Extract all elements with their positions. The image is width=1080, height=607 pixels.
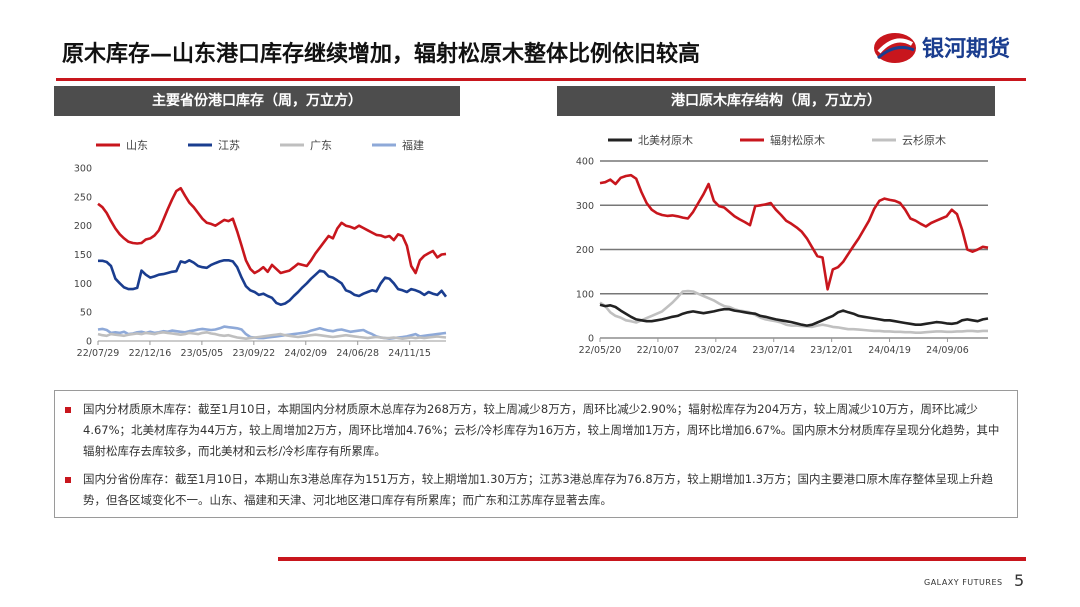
x-tick-label: 24/02/09	[284, 348, 327, 359]
legend-label: 广东	[310, 139, 332, 152]
legend-label: 云杉原木	[902, 133, 946, 147]
x-tick-label: 24/04/19	[868, 345, 911, 356]
y-tick-label: 200	[74, 221, 92, 232]
series-line	[599, 173, 989, 291]
chart-right: 北美材原木 辐射松原木 云杉原木 0 100 200 300 400 22/05/20 22/10…	[576, 133, 989, 356]
legend-label: 辐射松原木	[770, 133, 825, 147]
y-tick-label: 300	[74, 164, 92, 175]
note-bullet	[65, 407, 71, 413]
legend-label: 北美材原木	[638, 133, 693, 147]
legend-label: 江苏	[218, 139, 240, 152]
galaxy-logo-icon	[874, 33, 916, 63]
note-bullet	[65, 477, 71, 483]
x-tick-label: 22/10/07	[637, 345, 680, 356]
series-line	[98, 259, 448, 306]
x-tick-label: 22/05/20	[579, 345, 622, 356]
y-tick-label: 100	[576, 289, 594, 300]
series-line	[599, 303, 989, 327]
brand-text: GALAXY FUTURES	[924, 578, 1003, 587]
chart-right-title: 港口原木库存结构（周，万立方）	[557, 86, 995, 116]
x-tick-label: 23/02/24	[694, 345, 737, 356]
x-tick-label: 22/12/16	[129, 348, 172, 359]
x-tick-label: 24/11/15	[388, 348, 431, 359]
y-tick-label: 250	[74, 192, 92, 203]
chart-left: 山东 江苏 广东 福建 0 50 100 150 200 250 300 22/07/29 22/12/…	[74, 138, 448, 359]
y-tick-label: 50	[80, 308, 92, 319]
x-tick-label: 23/05/05	[181, 348, 224, 359]
y-tick-label: 100	[74, 279, 92, 290]
series-line	[599, 289, 988, 334]
y-tick-label: 400	[576, 157, 594, 168]
notes-box: 国内分材质原木库存：截至1月10日，本期国内分材质原木总库存为268万方，较上周…	[54, 390, 1018, 518]
x-tick-label: 24/06/28	[336, 348, 379, 359]
y-tick-label: 0	[588, 334, 594, 345]
x-tick-label: 23/07/14	[752, 345, 795, 356]
chart-left-title: 主要省份港口库存（周，万立方）	[54, 86, 460, 116]
note-text: 国内分省份库存：截至1月10日，本期山东3港总库存为151万方，较上期增加1.3…	[83, 472, 994, 507]
title-rule	[56, 78, 1026, 81]
x-tick-label: 23/09/22	[232, 348, 275, 359]
y-tick-label: 300	[576, 201, 594, 212]
legend-label: 福建	[402, 138, 424, 152]
y-tick-label: 150	[74, 250, 92, 261]
series-line	[97, 186, 447, 275]
x-tick-label: 22/07/29	[77, 348, 120, 359]
page-number: 5	[1014, 571, 1025, 590]
logo-text: 银河期货	[922, 37, 1011, 62]
note-text: 国内分材质原木库存：截至1月10日，本期国内分材质原木总库存为268万方，较上周…	[83, 402, 1000, 458]
series-line	[97, 331, 447, 340]
x-tick-label: 24/09/06	[926, 345, 969, 356]
x-tick-label: 23/12/01	[810, 345, 853, 356]
legend-label: 山东	[126, 139, 148, 152]
y-tick-label: 200	[576, 245, 594, 256]
y-tick-label: 0	[86, 337, 92, 348]
page-title: 原木库存—山东港口库存继续增加，辐射松原木整体比例依旧较高	[62, 42, 701, 67]
footer-rule	[278, 557, 1026, 561]
